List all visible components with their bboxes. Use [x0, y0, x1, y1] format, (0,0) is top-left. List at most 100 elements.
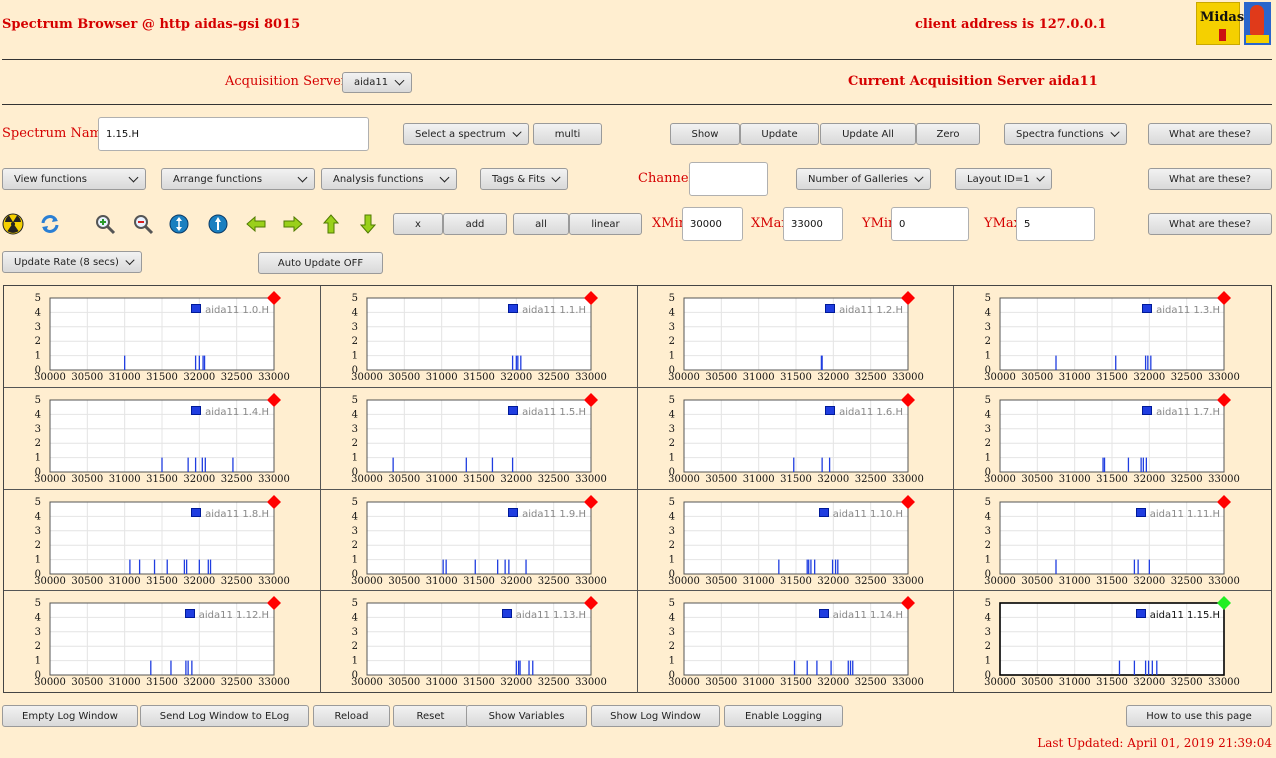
layout-id-dropdown[interactable]: Layout ID=1 [955, 168, 1052, 190]
reload-button[interactable]: Reload [313, 705, 390, 727]
arrow-down-icon[interactable] [355, 211, 381, 237]
reset-button[interactable]: Reset [393, 705, 468, 727]
y-tick-label: 2 [352, 438, 358, 449]
spectrum-panel[interactable]: 30000 30500 31000 31500 32000 32500 33000 0 1 2 3 4… [4, 286, 321, 388]
status-marker-icon [1217, 291, 1231, 305]
x-tick-label: 30000 [351, 372, 383, 383]
y-tick-label: 2 [669, 540, 675, 551]
y-tick-label: 2 [35, 336, 41, 347]
add-button[interactable]: add [443, 213, 507, 235]
analysis-functions-label: Analysis functions [333, 173, 424, 185]
expand-y-icon[interactable] [166, 211, 192, 237]
ymax-input[interactable]: 5 [1016, 207, 1095, 241]
plot-frame [683, 399, 909, 473]
x-tick-label: 32500 [1171, 576, 1203, 587]
channel-input[interactable] [689, 162, 768, 196]
zoom-out-icon[interactable] [130, 211, 156, 237]
spectrum-panel[interactable]: 30000 30500 31000 31500 32000 32500 33000 0 1 2 3 4… [954, 490, 1271, 591]
galleries-label: Number of Galleries [808, 173, 909, 185]
auto-update-button[interactable]: Auto Update OFF [258, 252, 383, 274]
show-button[interactable]: Show [670, 123, 740, 145]
x-tick-label: 32000 [500, 677, 532, 688]
spectrum-panel[interactable]: 30000 30500 31000 31500 32000 32500 33000 0 1 2 3 4… [321, 591, 638, 693]
x-tick-label: 32500 [1171, 372, 1203, 383]
spectrum-panel[interactable]: 30000 30500 31000 31500 32000 32500 33000 0 1 2 3 4… [954, 591, 1271, 693]
update-button[interactable]: Update [740, 123, 819, 145]
radiation-icon[interactable] [0, 211, 26, 237]
arrow-up-icon[interactable] [318, 211, 344, 237]
legend-entry: aida11 1.14.H [818, 609, 903, 621]
arrow-right-icon[interactable] [280, 211, 306, 237]
acq-server-select[interactable]: aida11 [342, 72, 412, 93]
midas-logo: Midas [1196, 2, 1244, 45]
x-tick-label: 30000 [34, 576, 66, 587]
tags-fits-dropdown[interactable]: Tags & Fits [480, 168, 568, 190]
send-log-to-elog-button[interactable]: Send Log Window to ELog [140, 705, 309, 727]
x-tick-label: 32500 [538, 576, 570, 587]
legend-swatch [818, 609, 829, 618]
x-tick-label: 30500 [71, 677, 103, 688]
what-are-these-button[interactable]: What are these? [1148, 123, 1272, 145]
spectrum-panel[interactable]: 30000 30500 31000 31500 32000 32500 33000 0 1 2 3 4… [954, 388, 1271, 490]
spectrum-panel[interactable]: 30000 30500 31000 31500 32000 32500 33000 0 1 2 3 4… [4, 591, 321, 693]
spectrum-panel[interactable]: 30000 30500 31000 31500 32000 32500 33000 0 1 2 3 4… [638, 490, 954, 591]
x-tick-label: 31500 [146, 372, 178, 383]
what-are-these-button[interactable]: What are these? [1148, 213, 1272, 235]
xmin-input[interactable]: 30000 [682, 207, 743, 241]
number-of-galleries-dropdown[interactable]: Number of Galleries [796, 168, 931, 190]
spectrum-panel[interactable]: 30000 30500 31000 31500 32000 32500 33000 0 1 2 3 4… [321, 388, 638, 490]
spectrum-panel[interactable]: 30000 30500 31000 31500 32000 32500 33000 0 1 2 3 4… [321, 286, 638, 388]
y-tick-label: 4 [985, 612, 991, 623]
zoom-in-icon[interactable] [92, 211, 118, 237]
analysis-functions-dropdown[interactable]: Analysis functions [321, 168, 457, 190]
spectra-functions-dropdown[interactable]: Spectra functions [1004, 123, 1127, 145]
how-to-use-button[interactable]: How to use this page [1126, 705, 1272, 727]
view-functions-dropdown[interactable]: View functions [2, 168, 146, 190]
expand-x-icon[interactable] [205, 211, 231, 237]
y-tick-label: 0 [35, 365, 41, 376]
spectrum-panel[interactable]: 30000 30500 31000 31500 32000 32500 33000 0 1 2 3 4… [321, 490, 638, 591]
zero-button[interactable]: Zero [916, 123, 980, 145]
y-tick-label: 1 [669, 453, 675, 464]
arrange-functions-dropdown[interactable]: Arrange functions [161, 168, 315, 190]
enable-logging-button[interactable]: Enable Logging [724, 705, 843, 727]
refresh-icon[interactable] [37, 211, 63, 237]
y-tick-label: 1 [669, 351, 675, 362]
spectrum-panel[interactable]: 30000 30500 31000 31500 32000 32500 33000 0 1 2 3 4… [638, 388, 954, 490]
spectrum-panel[interactable]: 30000 30500 31000 31500 32000 32500 33000 0 1 2 3 4… [4, 388, 321, 490]
show-variables-button[interactable]: Show Variables [466, 705, 587, 727]
x-tick-label: 33000 [1208, 372, 1240, 383]
select-spectrum-dropdown[interactable]: Select a spectrum [403, 123, 529, 145]
spectrum-panel[interactable]: 30000 30500 31000 31500 32000 32500 33000 0 1 2 3 4… [638, 591, 954, 693]
x-tick-label: 32000 [500, 576, 532, 587]
spectrum-panel[interactable]: 30000 30500 31000 31500 32000 32500 33000 0 1 2 3 4… [954, 286, 1271, 388]
multi-button[interactable]: multi [533, 123, 602, 145]
y-tick-label: 1 [35, 555, 41, 566]
x-tick-label: 30000 [984, 677, 1016, 688]
xmax-input[interactable]: 33000 [783, 207, 843, 241]
x-tick-label: 31000 [743, 576, 775, 587]
y-tick-label: 4 [352, 307, 358, 318]
show-log-window-button[interactable]: Show Log Window [591, 705, 720, 727]
ymin-input[interactable]: 0 [891, 207, 969, 241]
all-button[interactable]: all [513, 213, 569, 235]
x-button[interactable]: x [393, 213, 443, 235]
arrange-functions-label: Arrange functions [173, 173, 263, 185]
legend-swatch [825, 406, 836, 415]
arrow-left-icon[interactable] [243, 211, 269, 237]
update-all-button[interactable]: Update All [820, 123, 916, 145]
y-tick-label: 0 [352, 365, 358, 376]
empty-log-window-button[interactable]: Empty Log Window [2, 705, 138, 727]
spectrum-panel[interactable]: 30000 30500 31000 31500 32000 32500 33000 0 1 2 3 4… [4, 490, 321, 591]
linear-button[interactable]: linear [569, 213, 642, 235]
spectrum-panel[interactable]: 30000 30500 31000 31500 32000 32500 33000 0 1 2 3 4… [638, 286, 954, 388]
layout-id-label: Layout ID=1 [967, 173, 1030, 185]
x-tick-label: 30000 [984, 474, 1016, 485]
x-tick-label: 31500 [780, 576, 812, 587]
spectrum-name-input[interactable]: 1.15.H [98, 117, 369, 151]
update-rate-dropdown[interactable]: Update Rate (8 secs) [2, 251, 142, 273]
what-are-these-button[interactable]: What are these? [1148, 168, 1272, 190]
channel-label: Channel: [638, 171, 698, 186]
legend-swatch [818, 508, 829, 517]
y-tick-label: 1 [352, 453, 358, 464]
